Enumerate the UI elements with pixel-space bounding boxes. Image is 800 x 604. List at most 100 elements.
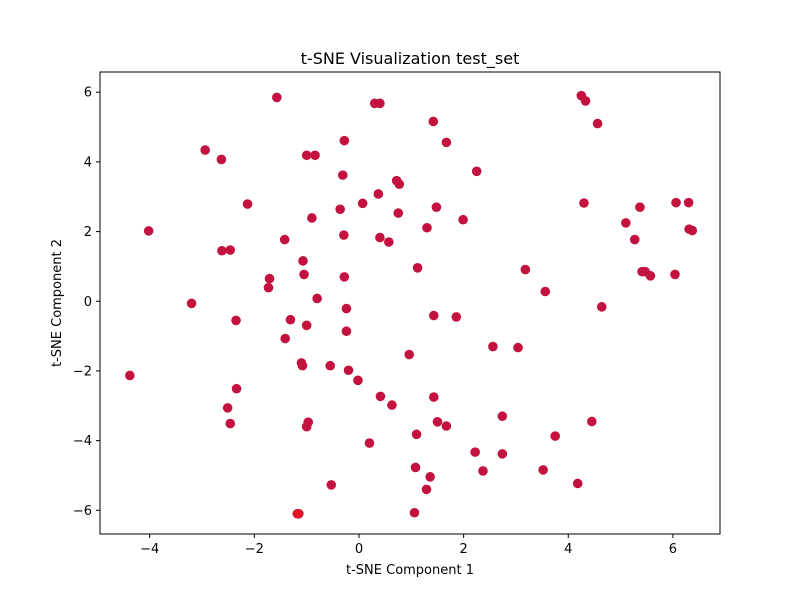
data-point	[629, 234, 640, 245]
data-point	[645, 271, 656, 281]
x-axis-label: t-SNE Component 1	[346, 563, 474, 578]
data-point	[538, 465, 548, 475]
data-point	[387, 400, 397, 410]
data-point	[393, 208, 404, 218]
data-point	[375, 232, 385, 243]
data-point	[411, 429, 422, 440]
data-point	[429, 392, 439, 402]
data-point	[325, 360, 336, 371]
data-point	[217, 245, 227, 256]
data-point	[683, 197, 694, 208]
data-point	[550, 431, 560, 441]
data-point	[186, 298, 197, 309]
data-point	[280, 333, 291, 344]
data-point	[579, 198, 589, 208]
data-point	[478, 466, 488, 476]
data-point	[441, 421, 452, 431]
data-point	[143, 226, 154, 236]
data-point	[635, 202, 645, 212]
data-point	[216, 154, 227, 165]
data-point	[301, 421, 312, 432]
data-point	[596, 302, 607, 312]
data-point	[488, 341, 498, 352]
data-point	[310, 150, 320, 161]
data-point	[200, 145, 210, 155]
data-point	[422, 222, 432, 233]
data-point	[353, 375, 363, 386]
data-point	[335, 204, 345, 215]
data-point	[410, 462, 421, 473]
data-point	[670, 269, 680, 280]
y-tick-label: −6	[73, 504, 92, 519]
y-tick-label: −2	[73, 364, 92, 379]
x-tick-label: 4	[564, 542, 572, 557]
data-point	[425, 472, 435, 482]
data-point	[263, 282, 274, 293]
data-point	[299, 269, 309, 280]
data-point	[264, 273, 275, 284]
data-point	[421, 484, 432, 495]
chart-title: t-SNE Visualization test_set	[301, 49, 520, 69]
data-point	[520, 264, 531, 275]
data-point	[540, 286, 551, 297]
data-point	[339, 272, 350, 282]
data-point	[364, 438, 375, 448]
data-point	[497, 411, 508, 422]
data-point	[326, 480, 337, 490]
data-point	[580, 96, 591, 106]
data-point	[343, 365, 354, 376]
data-point	[384, 237, 394, 247]
data-point	[279, 234, 290, 245]
data-point	[572, 478, 583, 489]
data-point	[312, 293, 322, 304]
data-point	[441, 137, 452, 148]
data-point	[687, 225, 698, 236]
data-point	[242, 199, 253, 209]
x-tick-label: 6	[669, 542, 677, 557]
data-point	[231, 383, 242, 394]
y-axis-ticks: −6 −4 −2 0 2 4 6	[73, 86, 100, 519]
x-tick-label: −4	[140, 542, 159, 557]
data-point	[231, 315, 241, 326]
x-tick-label: 0	[355, 542, 363, 557]
y-tick-label: 4	[84, 155, 92, 170]
y-tick-label: 6	[84, 86, 92, 101]
data-point	[412, 263, 423, 273]
data-point	[337, 170, 348, 180]
highlight-point	[293, 509, 303, 519]
data-point	[621, 218, 631, 228]
data-point	[375, 391, 386, 402]
data-point	[470, 447, 480, 457]
data-point	[307, 213, 317, 223]
x-tick-label: 2	[459, 542, 467, 557]
plot-frame	[99, 71, 721, 535]
data-point	[222, 403, 233, 413]
data-point	[301, 150, 312, 161]
data-point	[429, 310, 439, 321]
data-point	[373, 189, 384, 199]
data-point	[285, 314, 296, 325]
data-point	[297, 360, 308, 371]
data-point	[458, 214, 468, 225]
data-point	[587, 416, 597, 427]
data-point	[225, 418, 236, 429]
data-point	[471, 166, 482, 177]
data-point	[671, 197, 681, 208]
data-point	[432, 417, 443, 427]
data-point	[394, 179, 405, 189]
y-tick-label: −4	[73, 434, 92, 449]
data-point	[497, 449, 508, 459]
data-point	[428, 116, 439, 127]
data-point	[409, 507, 420, 518]
data-point	[225, 245, 236, 255]
data-point	[404, 349, 415, 360]
x-axis-ticks: −4 −2 0 2 4 6	[140, 534, 677, 557]
data-point	[341, 303, 352, 314]
data-point	[513, 342, 523, 353]
y-tick-label: 0	[84, 295, 92, 310]
data-point	[451, 312, 462, 322]
data-point	[301, 320, 312, 331]
data-point	[357, 198, 368, 209]
data-point	[592, 118, 603, 129]
